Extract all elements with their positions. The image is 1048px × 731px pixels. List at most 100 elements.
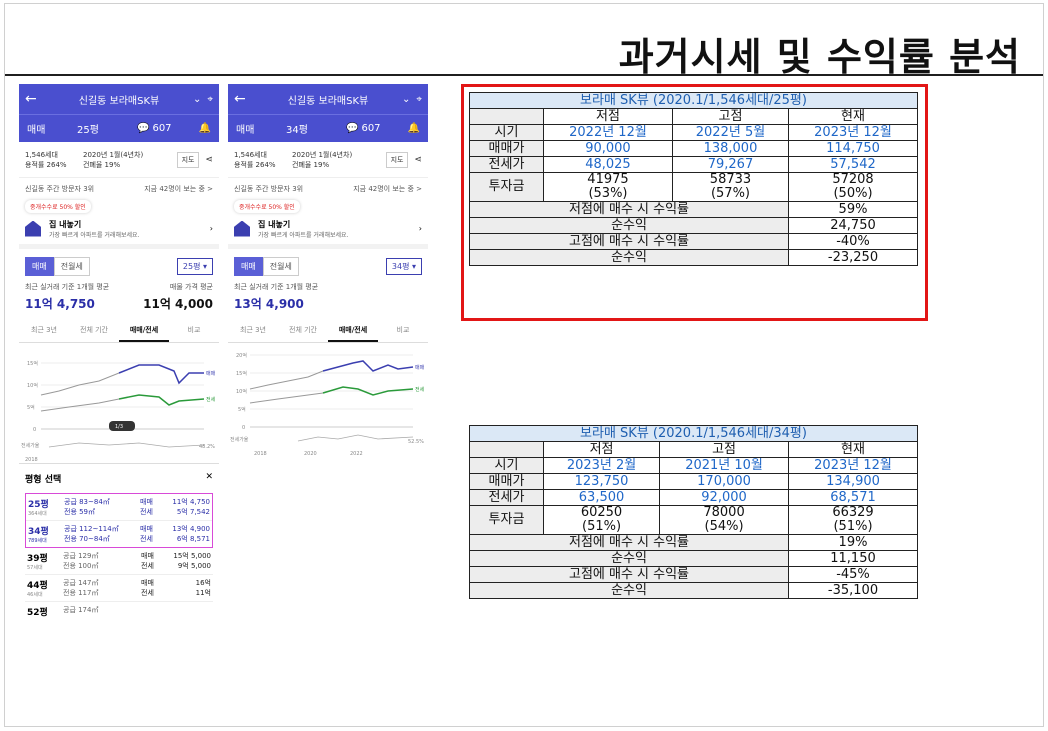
rent-line [118, 394, 205, 406]
phone-screenshot-34: ← 신길동 보라매SK뷰 ⌄ ⌖ 매매 34평 💬 607 🔔 1,546세대 용… [228, 84, 428, 472]
size-row[interactable]: 52평 공급 174㎡ [25, 602, 213, 621]
visitor-rank: 신길동 주간 방문자 3위 [25, 185, 95, 193]
promo-badge[interactable]: 중개수수료 50% 할인 [25, 200, 91, 213]
back-arrow-icon[interactable]: ← [25, 91, 37, 107]
complex-info: 1,546세대 용적률 264% 2020년 1월(4년차) 건폐율 19% 지도 … [228, 142, 428, 178]
bell-icon[interactable]: 🔔 [407, 123, 420, 134]
size-dropdown[interactable]: 25평 ▾ [176, 258, 213, 275]
cell-value: 매매 [141, 579, 154, 587]
row-label: 매매가 [469, 473, 544, 490]
size-dropdown[interactable]: 34평 ▾ [385, 258, 422, 275]
sale-line [249, 370, 324, 390]
cell-value: 60250 [580, 505, 623, 520]
chevron-down-icon[interactable]: ⌄ [192, 93, 202, 105]
sale-line [40, 372, 120, 396]
row-label: 투자금 [469, 172, 544, 202]
seg-rent[interactable]: 전월세 [53, 257, 90, 276]
map-button[interactable]: 지도 [176, 151, 200, 168]
cell-value: (54%) [704, 519, 744, 534]
close-icon[interactable]: ✕ [205, 472, 213, 482]
cell-value: 공급 129㎡ [63, 552, 99, 560]
period-tabs: 최근 3년 전체 기간 매매/전세 비교 [19, 320, 219, 343]
size-select[interactable]: 25평 [77, 125, 99, 136]
chevron-down-icon[interactable]: ⌄ [401, 93, 411, 105]
cell-value: 2023년 12월 [788, 124, 918, 141]
tab-compare[interactable]: 비교 [187, 326, 201, 334]
row-label: 시기 [469, 457, 544, 474]
cell-value: 138,000 [671, 140, 790, 157]
sell-sub: 가장 빠르게 아파트를 거래해보세요. [49, 231, 140, 239]
complex-title: 신길동 보라매SK뷰 [78, 95, 160, 107]
table-title: 보라매 SK뷰 (2020.1/1,546세대/25평) [469, 92, 918, 109]
tab-all[interactable]: 전체 기간 [80, 326, 108, 334]
seg-rent[interactable]: 전월세 [262, 257, 299, 276]
col-header: 저점 [542, 441, 661, 458]
size-row[interactable]: 25평 364세대 공급 83~84㎡ 전용 59㎡ 매매 전세 11억 4,750 5… [26, 494, 212, 521]
price-summary: 최근 실거래 기준 1개월 평균 13억 4,900 [228, 278, 428, 316]
y-tick: 5억 [27, 404, 35, 411]
comment-icon[interactable]: 💬 [346, 123, 359, 134]
sell-home-banner[interactable]: 집 내놓기 가장 빠르게 아파트를 거래해보세요. › [19, 213, 219, 249]
cell-value: 59% [788, 201, 918, 218]
year-tick: 2018 [25, 457, 38, 463]
ratio-value: 52.5% [408, 439, 424, 445]
trade-type-select[interactable]: 매매 [27, 125, 46, 136]
y-tick: 20억 [236, 352, 247, 359]
comment-icon[interactable]: 💬 [137, 123, 150, 134]
seg-sale[interactable]: 매매 [25, 257, 54, 276]
far-text: 용적률 264% [25, 160, 67, 169]
back-arrow-icon[interactable]: ← [234, 91, 246, 107]
tab-sale-rent[interactable]: 매매/전세 [119, 320, 169, 342]
share-icon[interactable]: ⋖ [414, 154, 422, 165]
visitor-row[interactable]: 신길동 주간 방문자 3위 지금 42명이 보는 중 > [19, 178, 219, 194]
units-text: 1,546세대 [234, 150, 267, 159]
size-select[interactable]: 34평 [286, 125, 308, 136]
sell-title: 집 내놓기 [258, 219, 291, 229]
y-tick: 5억 [238, 406, 246, 413]
price-chart-svg: 15억 10억 5억 0 전세가율 48.2% 2018 매매 전세 [21, 360, 216, 463]
row-label: 매매가 [469, 140, 544, 157]
seg-sale[interactable]: 매매 [234, 257, 263, 276]
bcr-text: 건폐율 19% [83, 160, 121, 169]
size-row[interactable]: 44평 46세대 공급 147㎡ 전용 117㎡ 매매 전세 16억 11억 [25, 575, 213, 602]
tab-compare[interactable]: 비교 [396, 326, 410, 334]
sell-home-banner[interactable]: 집 내놓기 가장 빠르게 아파트를 거래해보세요. › [228, 213, 428, 249]
tab-3y[interactable]: 최근 3년 [240, 326, 266, 334]
app-header: ← 신길동 보라매SK뷰 ⌄ ⌖ [19, 84, 219, 114]
legend-sale: 매매 [415, 364, 425, 371]
size-row[interactable]: 39평 57세대 공급 129㎡ 전용 100㎡ 매매 전세 15억 5,000 9억 … [25, 548, 213, 575]
tab-sale-rent[interactable]: 매매/전세 [328, 320, 378, 342]
rent-line [249, 392, 324, 404]
trade-type-select[interactable]: 매매 [236, 125, 255, 136]
location-pin-icon[interactable]: ⌖ [207, 93, 213, 105]
analysis-table-25: 보라매 SK뷰 (2020.1/1,546세대/25평) 저점 고점 현재 시기 20… [468, 92, 918, 266]
cell-value: 19% [788, 534, 918, 551]
filter-bar: 매매 25평 💬 607 🔔 [19, 114, 219, 142]
cell-value: 63,500 [542, 489, 661, 506]
recent-price: 11억 4,750 [25, 297, 95, 311]
col-header: 고점 [671, 108, 790, 125]
share-icon[interactable]: ⋖ [205, 154, 213, 165]
col-header: 현재 [788, 441, 918, 458]
table-title: 보라매 SK뷰 (2020.1/1,546세대/34평) [469, 425, 918, 442]
map-button[interactable]: 지도 [385, 151, 409, 168]
promo-badge[interactable]: 중개수수료 50% 할인 [234, 200, 300, 213]
tab-all[interactable]: 전체 기간 [289, 326, 317, 334]
col-header: 고점 [659, 441, 790, 458]
cell-value: 11,150 [788, 550, 918, 567]
recent-price: 13억 4,900 [234, 297, 304, 311]
bell-icon[interactable]: 🔔 [198, 123, 211, 134]
chevron-right-icon: › [418, 224, 422, 233]
selected-sizes: 25평 364세대 공급 83~84㎡ 전용 59㎡ 매매 전세 11억 4,750 5… [25, 493, 213, 548]
location-pin-icon[interactable]: ⌖ [416, 93, 422, 105]
tab-3y[interactable]: 최근 3년 [31, 326, 57, 334]
bcr-text: 건폐율 19% [292, 160, 330, 169]
ratio-value: 48.2% [199, 444, 215, 450]
visitor-row[interactable]: 신길동 주간 방문자 3위 지금 42명이 보는 중 > [228, 178, 428, 194]
size-row[interactable]: 34평 789세대 공급 112~114㎡ 전용 70~84㎡ 매매 전세 13억 4… [26, 521, 212, 547]
sheet-title: 평형 선택 [25, 475, 62, 485]
viewers-now: 지금 42명이 보는 중 > [353, 185, 422, 193]
cell-value: 11억 [195, 589, 211, 597]
cell-value: -40% [788, 233, 918, 250]
row-label: 순수익 [468, 582, 790, 599]
